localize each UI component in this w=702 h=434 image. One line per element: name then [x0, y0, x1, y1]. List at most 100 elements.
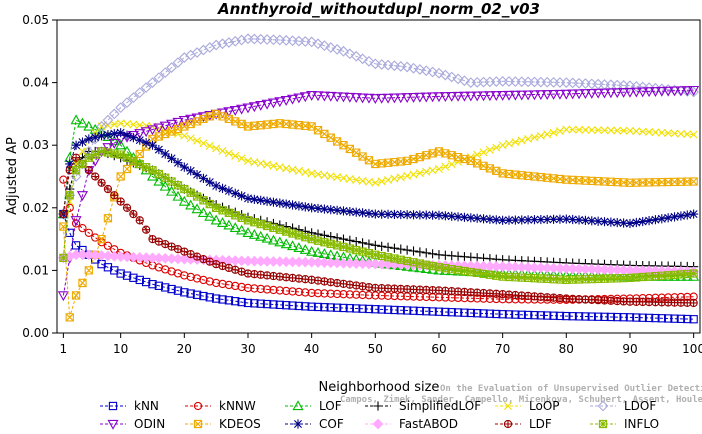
data-point-knn — [364, 304, 374, 314]
data-point-odin — [643, 87, 655, 98]
data-point-cof — [644, 216, 654, 226]
series-ldf — [59, 153, 698, 308]
data-point-inflo — [250, 218, 259, 227]
data-point-ldof — [217, 38, 228, 50]
y-tick-label: 0.00 — [22, 326, 49, 340]
data-point-ldof — [121, 97, 133, 109]
data-point-knnw — [65, 203, 74, 212]
data-point-lof — [248, 228, 260, 239]
data-point-cof — [402, 210, 412, 220]
data-point-odin — [598, 88, 611, 99]
legend-label: FastABOD — [399, 417, 458, 431]
data-point-cof — [141, 138, 151, 148]
data-point-knn — [574, 312, 584, 321]
data-point-loop — [517, 136, 526, 145]
data-point-cof — [198, 173, 209, 183]
data-point-cof — [466, 213, 476, 223]
data-point-cof — [281, 199, 291, 209]
data-point-knn — [562, 311, 571, 321]
data-point-loop — [339, 174, 348, 183]
data-point-odin — [344, 92, 356, 103]
data-point-cof — [510, 215, 520, 225]
x-tick-label: 50 — [368, 342, 383, 356]
data-point-odin — [433, 92, 445, 103]
data-point-loop — [371, 178, 380, 187]
data-point-knn — [664, 314, 673, 323]
data-point-cof — [421, 210, 431, 220]
data-point-ldof — [153, 72, 165, 83]
data-point-odin — [567, 89, 579, 100]
data-point-odin — [630, 87, 642, 98]
data-point-simplifiedlof — [351, 237, 361, 247]
data-point-loop — [594, 126, 603, 135]
data-point-knnw — [301, 288, 310, 297]
data-point-cof — [638, 216, 648, 227]
data-point-odin — [267, 98, 279, 109]
data-point-cof — [294, 201, 304, 211]
data-point-odin — [363, 93, 375, 104]
legend-item-ldf: LDF — [495, 417, 552, 431]
data-point-cof — [599, 217, 610, 227]
data-point-odin — [605, 88, 617, 99]
series-line-loop — [62, 122, 694, 258]
data-point-lof — [223, 219, 235, 230]
data-point-odin — [159, 121, 171, 132]
data-point-cof — [84, 134, 94, 144]
data-point-cof — [345, 206, 355, 217]
data-point-odin — [490, 91, 502, 101]
legend-marker-simplifiedlof — [373, 401, 383, 411]
data-point-ldf — [129, 209, 138, 219]
data-point-lof — [236, 224, 248, 235]
data-point-simplifiedlof — [415, 247, 425, 257]
data-point-knn — [460, 308, 469, 317]
data-point-loop — [205, 141, 214, 150]
legend-item-fastabod: FastABOD — [365, 417, 458, 431]
data-point-cof — [65, 159, 75, 169]
data-point-knn — [250, 299, 259, 308]
data-point-cof — [396, 209, 406, 220]
data-point-cof — [287, 200, 298, 210]
data-point-ldf — [122, 203, 132, 212]
data-point-knn — [543, 311, 552, 320]
legend-item-cof: COF — [285, 417, 344, 431]
data-point-odin — [662, 86, 674, 97]
data-point-cof — [135, 135, 145, 145]
data-point-inflo — [301, 233, 310, 242]
data-point-cof — [548, 214, 559, 224]
data-point-odin — [573, 89, 585, 100]
data-point-cof — [147, 140, 158, 150]
data-point-odin — [407, 92, 420, 103]
data-point-loop — [555, 127, 564, 136]
data-point-inflo — [71, 166, 81, 175]
data-point-loop — [314, 170, 323, 179]
data-point-ldof — [382, 59, 394, 71]
data-point-odin — [337, 92, 350, 103]
data-point-ldof — [350, 50, 362, 62]
data-point-kdeos — [84, 266, 93, 275]
data-point-simplifiedlof — [332, 233, 342, 243]
data-point-odin — [427, 92, 439, 103]
data-point-ldf — [59, 209, 68, 219]
data-point-lof — [108, 135, 120, 146]
legend-label: ODIN — [134, 417, 165, 431]
data-point-odin — [509, 90, 521, 101]
y-axis-label: Adjusted AP — [5, 137, 20, 215]
data-point-lof — [70, 114, 82, 125]
data-point-knn — [492, 309, 501, 319]
legend-item-odin: ODIN — [100, 417, 165, 431]
data-point-cof — [173, 158, 183, 168]
legend-label: LDF — [529, 417, 552, 431]
data-point-odin — [586, 88, 598, 99]
data-point-knn — [549, 311, 558, 320]
data-point-cof — [96, 131, 107, 141]
legend-item-kdeos: KDEOS — [185, 417, 261, 431]
data-point-loop — [364, 177, 373, 186]
data-point-odin — [306, 90, 318, 101]
data-point-knnw — [84, 228, 93, 237]
data-point-knnw — [313, 289, 323, 298]
data-point-knn — [453, 308, 463, 317]
data-point-simplifiedlof — [421, 248, 431, 258]
data-point-odin — [280, 95, 292, 106]
data-point-lof — [83, 120, 95, 131]
data-point-ldof — [452, 73, 464, 85]
